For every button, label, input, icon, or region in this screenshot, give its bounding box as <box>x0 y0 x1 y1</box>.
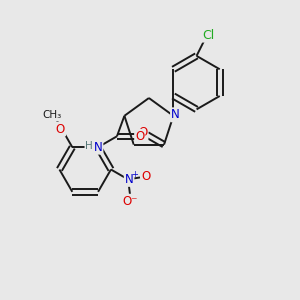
Text: Cl: Cl <box>202 28 214 42</box>
Text: O: O <box>56 122 65 136</box>
Text: N: N <box>94 141 102 154</box>
Text: +: + <box>132 170 139 179</box>
Text: O⁻: O⁻ <box>122 195 138 208</box>
Text: CH₃: CH₃ <box>43 110 62 120</box>
Text: O: O <box>141 170 151 183</box>
Text: H: H <box>85 141 93 151</box>
Text: N: N <box>125 173 134 186</box>
Text: O: O <box>135 130 144 143</box>
Text: O: O <box>138 126 148 139</box>
Text: N: N <box>171 108 180 121</box>
